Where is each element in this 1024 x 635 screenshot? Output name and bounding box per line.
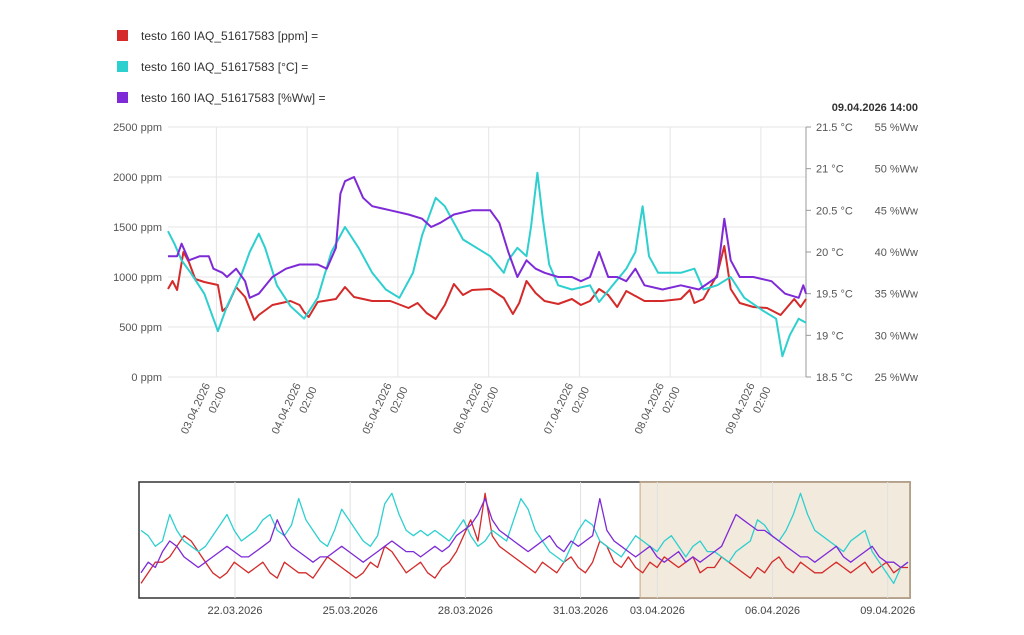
legend: testo 160 IAQ_51617583 [ppm] = testo 160…: [117, 20, 325, 113]
legend-swatch-humidity: [117, 92, 128, 103]
legend-swatch-ppm: [117, 30, 128, 41]
navigator-chart[interactable]: 22.03.2026 25.03.2026 28.03.2026 31.03.2026…: [0, 470, 1024, 630]
y-tick-humidity: 45 %Ww: [875, 205, 918, 217]
series-celsius-line: [167, 171, 807, 358]
y-tick-celsius: 19.5 °C: [816, 289, 853, 301]
series-humidity-line: [168, 176, 807, 299]
legend-swatch-celsius: [117, 61, 128, 72]
legend-item-ppm[interactable]: testo 160 IAQ_51617583 [ppm] =: [117, 20, 325, 51]
navigator-x-tick: 25.03.2026: [323, 605, 378, 617]
y-tick-celsius: 21 °C: [816, 164, 844, 176]
legend-item-celsius[interactable]: testo 160 IAQ_51617583 [°C] =: [117, 51, 325, 82]
y-tick-ppm: 0 ppm: [131, 372, 162, 384]
y-tick-celsius: 18.5 °C: [816, 372, 853, 384]
navigator-x-tick: 28.03.2026: [438, 605, 493, 617]
y-tick-ppm: 2000 ppm: [113, 172, 162, 184]
navigator-ppm-line: [140, 492, 908, 584]
legend-label-ppm: testo 160 IAQ_51617583 [ppm] =: [141, 28, 319, 43]
legend-item-humidity[interactable]: testo 160 IAQ_51617583 [%Ww] =: [117, 82, 325, 113]
y-tick-humidity: 35 %Ww: [875, 289, 918, 301]
y-tick-ppm: 1500 ppm: [113, 222, 162, 234]
y-tick-humidity: 50 %Ww: [875, 164, 918, 176]
navigator-frame: [138, 481, 911, 599]
y-tick-humidity: 25 %Ww: [875, 372, 918, 384]
y-tick-celsius: 21.5 °C: [816, 122, 853, 134]
navigator-celsius-line: [140, 492, 909, 585]
series-ppm-line: [167, 245, 807, 321]
y-tick-humidity: 55 %Ww: [875, 122, 918, 134]
navigator-x-tick: 31.03.2026: [553, 605, 608, 617]
y-tick-humidity: 40 %Ww: [875, 247, 918, 259]
navigator-x-tick: 06.04.2026: [745, 605, 800, 617]
y-tick-ppm: 1000 ppm: [113, 272, 162, 284]
y-tick-ppm: 500 ppm: [119, 322, 162, 334]
y-tick-celsius: 20.5 °C: [816, 205, 853, 217]
y-tick-celsius: 20 °C: [816, 247, 844, 259]
navigator-selection: [639, 481, 911, 599]
cursor-timestamp: 09.04.2026 14:00: [831, 102, 918, 114]
navigator-humidity-line: [140, 497, 909, 574]
legend-label-celsius: testo 160 IAQ_51617583 [°C] =: [141, 59, 309, 74]
navigator-x-tick: 22.03.2026: [207, 605, 262, 617]
y-tick-humidity: 30 %Ww: [875, 330, 918, 342]
y-tick-celsius: 19 °C: [816, 330, 844, 342]
y-tick-ppm: 2500 ppm: [113, 122, 162, 134]
navigator-x-tick: 03.04.2026: [630, 605, 685, 617]
legend-label-humidity: testo 160 IAQ_51617583 [%Ww] =: [141, 90, 326, 105]
navigator-x-tick: 09.04.2026: [860, 605, 915, 617]
